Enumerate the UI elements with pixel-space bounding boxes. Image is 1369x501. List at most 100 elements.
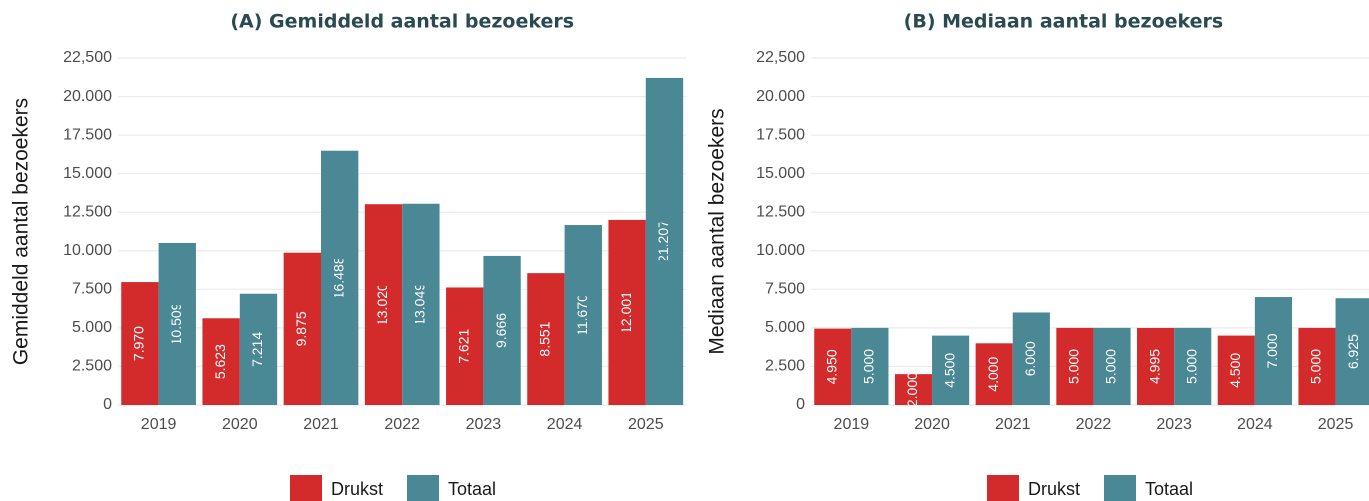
value-label: 16.488 bbox=[330, 256, 346, 299]
bar bbox=[483, 255, 521, 405]
value-label: 5.000 bbox=[1183, 349, 1199, 384]
value-label: 7.621 bbox=[455, 329, 471, 364]
bar bbox=[1093, 327, 1131, 405]
bar bbox=[121, 282, 159, 405]
value-label: 7.000 bbox=[1264, 333, 1280, 368]
bar bbox=[321, 150, 359, 405]
value-label: 5.000 bbox=[1103, 349, 1119, 384]
value-label: 12.001 bbox=[618, 291, 634, 334]
y-tick-label: 17.500 bbox=[63, 126, 112, 143]
bar bbox=[239, 293, 278, 405]
y-tick-label: 15.000 bbox=[756, 165, 805, 182]
x-tick-label: 2024 bbox=[547, 416, 583, 433]
value-label: 10.509 bbox=[168, 302, 184, 345]
value-label: 5.623 bbox=[212, 344, 228, 379]
legend-label: Totaal bbox=[448, 479, 496, 499]
y-tick-label: 7.500 bbox=[72, 281, 112, 298]
legend-label: Totaal bbox=[1145, 479, 1193, 499]
value-label: 2.000 bbox=[904, 372, 920, 407]
legend-swatch bbox=[407, 475, 439, 501]
value-label: 9.875 bbox=[293, 311, 309, 346]
y-tick-label: 17.500 bbox=[756, 126, 805, 143]
value-label: 4.500 bbox=[1227, 353, 1243, 388]
x-tick-label: 2021 bbox=[995, 416, 1031, 433]
value-label: 5.000 bbox=[1066, 349, 1082, 384]
value-label: 5.000 bbox=[861, 349, 877, 384]
legend-label: Drukst bbox=[331, 479, 383, 499]
legend-label: Drukst bbox=[1028, 479, 1080, 499]
bar bbox=[1298, 327, 1336, 405]
value-label: 6.000 bbox=[1022, 341, 1038, 376]
bar bbox=[364, 204, 403, 405]
bar bbox=[975, 343, 1013, 405]
bar bbox=[158, 242, 196, 405]
bar bbox=[564, 225, 602, 405]
x-tick-label: 2022 bbox=[1076, 416, 1112, 433]
bar bbox=[446, 287, 484, 405]
value-label: 4.500 bbox=[941, 353, 957, 388]
chart-title: (B) Mediaan aantal bezoekers bbox=[904, 11, 1224, 33]
bar bbox=[608, 219, 646, 405]
y-axis-label: Mediaan aantal bezoekers bbox=[706, 108, 729, 354]
bar bbox=[1335, 298, 1369, 405]
y-tick-label: 15.000 bbox=[63, 165, 112, 182]
value-label: 4.950 bbox=[823, 349, 839, 384]
bar bbox=[894, 374, 933, 405]
x-tick-label: 2020 bbox=[222, 416, 258, 433]
y-tick-label: 12.500 bbox=[756, 203, 805, 220]
x-tick-label: 2025 bbox=[1318, 416, 1354, 433]
value-label: 4.000 bbox=[985, 356, 1001, 391]
y-tick-label: 20.000 bbox=[756, 88, 805, 105]
value-label: 7.214 bbox=[249, 332, 265, 367]
y-tick-label: 22,500 bbox=[63, 49, 112, 66]
x-tick-label: 2025 bbox=[628, 416, 664, 433]
bar bbox=[1254, 297, 1292, 405]
value-label: 8.551 bbox=[537, 321, 553, 356]
bar bbox=[814, 328, 852, 405]
bar bbox=[932, 335, 970, 405]
y-tick-label: 7.500 bbox=[765, 281, 805, 298]
bar bbox=[1174, 327, 1212, 405]
y-tick-label: 5.000 bbox=[72, 319, 112, 336]
bar bbox=[402, 203, 440, 405]
y-tick-label: 2.500 bbox=[72, 358, 112, 375]
value-label: 4.995 bbox=[1146, 349, 1162, 384]
bar bbox=[527, 273, 565, 405]
value-label: 6.925 bbox=[1345, 334, 1361, 369]
bar bbox=[202, 318, 240, 405]
bar bbox=[1056, 327, 1094, 405]
y-tick-label: 10.000 bbox=[756, 242, 805, 259]
value-label: 9.666 bbox=[493, 313, 509, 348]
bar bbox=[283, 252, 321, 405]
y-tick-label: 0 bbox=[103, 396, 112, 413]
bar bbox=[1012, 312, 1050, 405]
y-tick-label: 2.500 bbox=[765, 358, 805, 375]
x-tick-label: 2019 bbox=[141, 416, 177, 433]
x-tick-label: 2023 bbox=[1156, 416, 1192, 433]
y-tick-label: 22,500 bbox=[756, 49, 805, 66]
legend-swatch bbox=[290, 475, 322, 501]
bar bbox=[1217, 335, 1255, 405]
y-tick-label: 5.000 bbox=[765, 319, 805, 336]
y-tick-label: 0 bbox=[796, 396, 805, 413]
value-label: 7.970 bbox=[131, 326, 147, 361]
value-label: 11.670 bbox=[574, 294, 590, 336]
bar bbox=[851, 327, 889, 405]
legend-swatch bbox=[987, 475, 1019, 501]
x-tick-label: 2020 bbox=[914, 416, 950, 433]
value-label: 21.207 bbox=[655, 220, 671, 263]
y-tick-label: 10.000 bbox=[63, 242, 112, 259]
chart-title: (A) Gemiddeld aantal bezoekers bbox=[230, 11, 574, 33]
y-tick-label: 20.000 bbox=[63, 88, 112, 105]
value-label: 13.020 bbox=[374, 283, 390, 326]
x-tick-label: 2024 bbox=[1237, 416, 1273, 433]
x-tick-label: 2023 bbox=[466, 416, 502, 433]
value-label: 13.049 bbox=[412, 283, 428, 326]
bar bbox=[645, 77, 684, 406]
y-axis-label: Gemiddeld aantal bezoekers bbox=[10, 98, 33, 365]
x-tick-label: 2022 bbox=[384, 416, 420, 433]
x-tick-label: 2019 bbox=[834, 416, 870, 433]
bar bbox=[1137, 327, 1175, 405]
x-tick-label: 2021 bbox=[303, 416, 339, 433]
